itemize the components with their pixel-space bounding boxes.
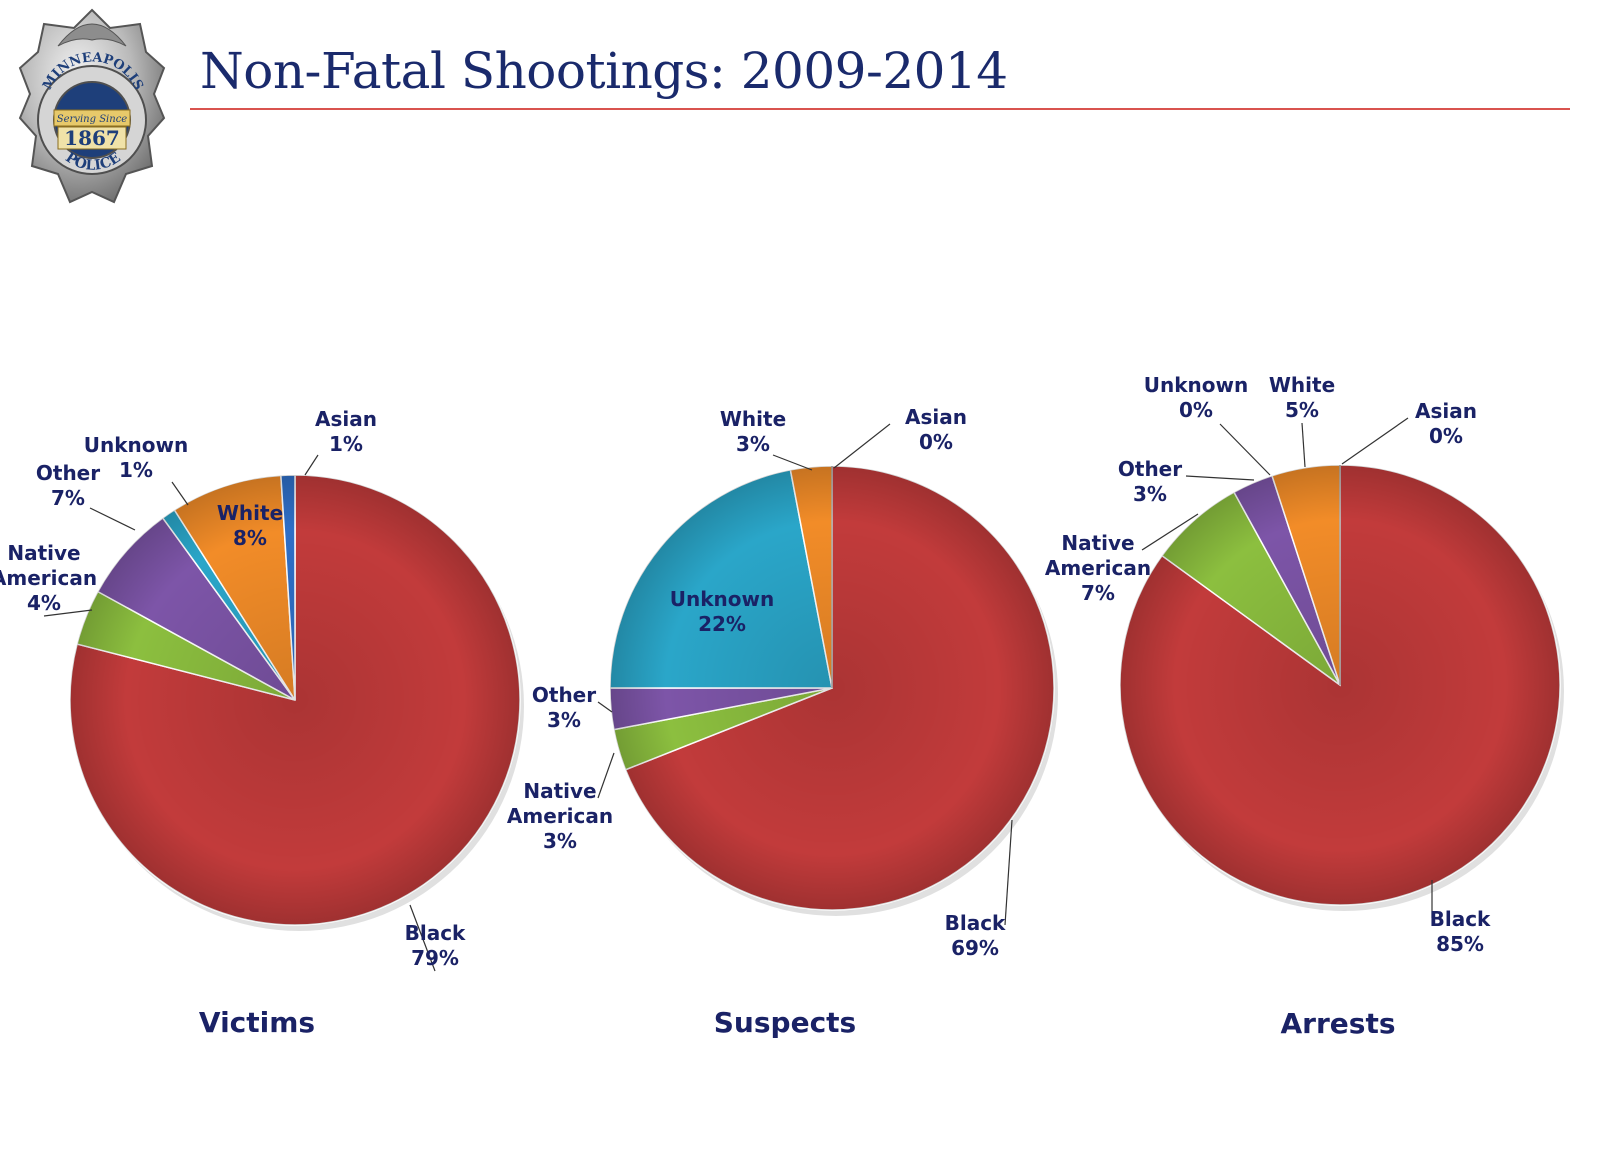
slice-label-white: White 5%	[1269, 373, 1335, 422]
badge-motto-text: Serving Since	[57, 114, 128, 125]
leader-line-asian	[1341, 417, 1409, 465]
slice-label-other: Other 3%	[1118, 457, 1182, 506]
slice-label-native-american: Native American 3%	[507, 779, 613, 853]
leader-line-white	[1301, 422, 1306, 468]
slice-label-native-american: Native American 7%	[1045, 531, 1151, 605]
chart-title-victims: Victims	[199, 1006, 315, 1039]
leader-line-black	[1004, 819, 1013, 926]
slice-label-asian: Asian 0%	[905, 405, 967, 454]
pie-arrests: Arrests	[1119, 417, 1564, 1040]
leader-line-native-american	[43, 609, 93, 617]
leader-line-native-american	[1141, 513, 1199, 551]
chart-title-suspects: Suspects	[714, 1006, 856, 1039]
title-rule	[190, 108, 1570, 110]
slice-label-white: White 8%	[217, 501, 283, 550]
slice-label-asian: Asian 1%	[315, 407, 377, 456]
slice-label-black: Black 69%	[945, 911, 1006, 960]
slice-label-unknown: Unknown 1%	[84, 433, 188, 482]
page-title: Non-Fatal Shootings: 2009-2014	[200, 42, 1008, 100]
slice-label-native-american: Native American 4%	[0, 541, 97, 615]
slice-label-asian: Asian 0%	[1415, 399, 1477, 448]
leader-line-asian	[833, 423, 891, 469]
leader-line-unknown	[171, 481, 189, 506]
leader-line-asian	[304, 454, 319, 476]
leader-line-other	[1185, 475, 1255, 481]
slice-label-unknown: Unknown 0%	[1144, 373, 1248, 422]
leader-line-black	[409, 904, 436, 972]
slice-label-black: Black 79%	[405, 921, 466, 970]
leader-line-white	[772, 454, 813, 471]
leader-line-other	[597, 701, 613, 713]
chart-title-arrests: Arrests	[1281, 1007, 1396, 1040]
police-badge-logo: MINNEAPOLIS POLICE Serving Since 1867	[18, 8, 166, 204]
leader-line-unknown	[1219, 423, 1271, 476]
badge-year-text: 1867	[64, 126, 120, 150]
slice-label-unknown: Unknown 22%	[670, 587, 774, 636]
slice-label-black: Black 85%	[1430, 907, 1491, 956]
slice-label-white: White 3%	[720, 407, 786, 456]
leader-line-other	[89, 507, 136, 531]
slice-label-other: Other 3%	[532, 683, 596, 732]
leader-line-native-american	[597, 752, 615, 799]
slice-label-other: Other 7%	[36, 461, 100, 510]
